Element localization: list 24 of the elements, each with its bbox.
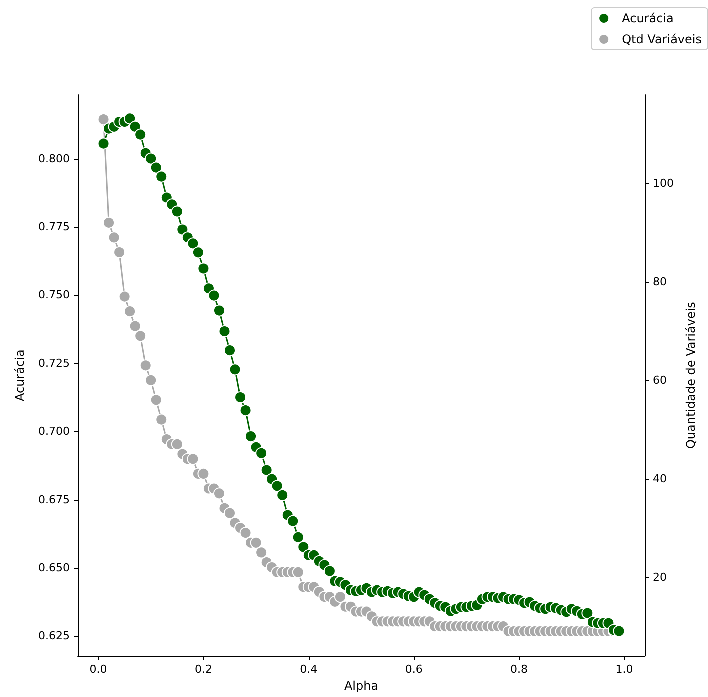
x-tick-label: 0.4 — [300, 663, 318, 676]
y2-tick-label: 40 — [653, 472, 667, 486]
legend-label: Acurácia — [622, 12, 674, 26]
x-tick-label: 0.2 — [194, 663, 212, 676]
y2-tick-label: 60 — [653, 374, 667, 387]
y2-axis-title: Quantidade de Variáveis — [684, 302, 698, 450]
y2-tick-label: 20 — [653, 570, 667, 584]
y-tick-label: 0.625 — [38, 630, 70, 643]
legend-label: Qtd Variáveis — [622, 32, 702, 46]
x-tick-label: 0.6 — [405, 663, 423, 676]
y-tick-label: 0.750 — [38, 288, 70, 302]
y-tick-label: 0.800 — [38, 152, 70, 166]
x-axis-title: Alpha — [344, 679, 379, 693]
y-tick-label: 0.725 — [38, 356, 70, 370]
y-tick-label: 0.650 — [38, 561, 70, 574]
y-tick-label: 0.700 — [38, 425, 70, 438]
y-tick-label: 0.675 — [38, 493, 70, 506]
y2-tick-label: 80 — [653, 276, 667, 289]
x-tick-label: 0.0 — [90, 663, 108, 676]
y-axis-title: Acurácia — [13, 350, 27, 402]
y2-tick-label: 100 — [653, 177, 674, 190]
x-tick-label: 0.8 — [510, 663, 528, 676]
y-tick-label: 0.775 — [38, 220, 70, 234]
x-tick-label: 1.0 — [616, 663, 634, 676]
